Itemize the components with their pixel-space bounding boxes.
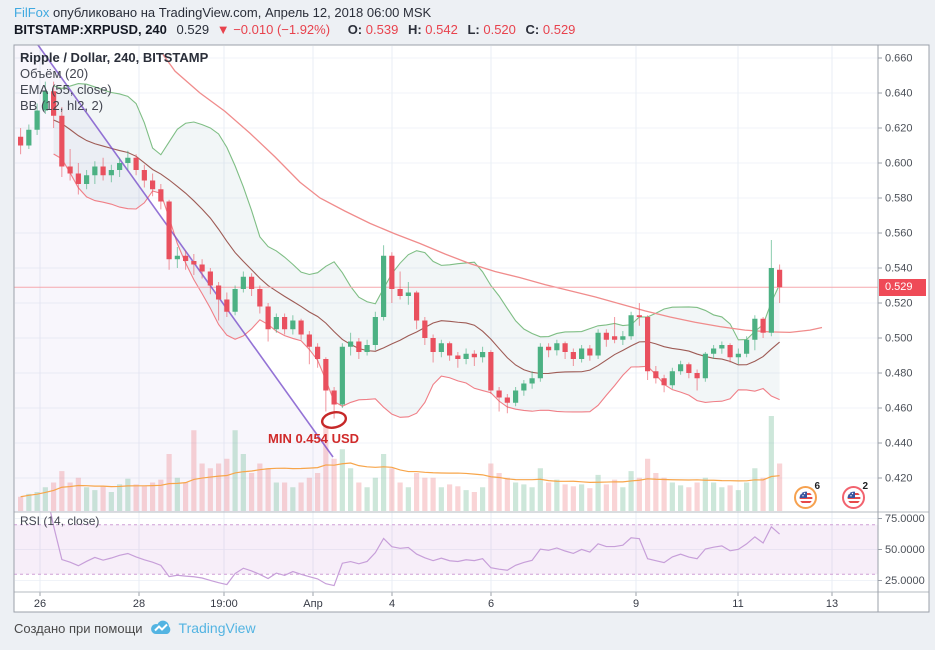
price-axis[interactable]: 0.660 0.640 0.620 0.600 0.580 0.560 0.540 0.520…: [878, 53, 925, 588]
price-tick-label: 0.600: [885, 158, 913, 170]
price-tick-label: 0.500: [885, 333, 913, 345]
chart-border: [13, 44, 930, 613]
time-tick-label: 6: [488, 598, 494, 610]
time-tick-label: 28: [133, 598, 145, 610]
source-link[interactable]: FilFox: [14, 5, 50, 20]
chart-legend: Ripple / Dollar, 240, BITSTAMP Объём (20…: [20, 50, 208, 114]
min-circle-drawing[interactable]: [320, 410, 348, 430]
highlight-region: [14, 45, 333, 512]
rsi-indicator-label: RSI (14, close): [20, 514, 100, 528]
rsi-band: [14, 524, 878, 575]
bb-basis-line: [53, 119, 780, 375]
legend-bb-indicator: BB (12, hl2, 2): [20, 98, 104, 113]
legend-volume-indicator: Объём (20): [20, 66, 89, 81]
ideas-badge[interactable]: 2: [842, 481, 868, 509]
low-value: 0.520: [483, 22, 516, 37]
price-tick-label: 0.560: [885, 228, 913, 240]
legend-ema-indicator: EMA (55, close): [20, 82, 112, 97]
main-pane: [14, 45, 878, 512]
rsi-line: [49, 512, 780, 587]
legend-symbol: Ripple / Dollar, 240, BITSTAMP: [20, 50, 209, 65]
symbol-title[interactable]: BITSTAMP:XRPUSD, 240: [14, 22, 167, 37]
direction-down-icon: ▼: [216, 22, 230, 37]
open-value: 0.539: [365, 22, 399, 37]
chart-background: [14, 45, 929, 612]
time-tick-label: 4: [389, 598, 395, 610]
badge-count: 6: [814, 481, 820, 492]
close-value: 0.529: [542, 22, 576, 37]
open-label: O:: [347, 22, 363, 37]
rsi-pane: [14, 512, 878, 587]
tradingview-logo-icon: [150, 620, 170, 634]
price-tick-label: 0.640: [885, 88, 913, 100]
time-tick-label: 11: [732, 598, 743, 610]
time-tick-label: 26: [34, 598, 46, 610]
rsi-tick-label: 50.0000: [885, 544, 925, 556]
price-tick-label: 0.540: [885, 263, 913, 275]
footer-text: Создано при помощи: [14, 620, 143, 636]
candles-layer: [18, 81, 783, 419]
last-price: 0.529: [176, 22, 210, 37]
volume-ma-line: [20, 462, 780, 498]
price-change: −0.010 (−1.92%): [233, 22, 331, 37]
rsi-tick-label: 25.0000: [885, 575, 925, 587]
price-tick-label: 0.660: [885, 53, 913, 65]
high-value: 0.542: [425, 22, 458, 37]
price-tick-label: 0.420: [885, 473, 913, 485]
high-label: H:: [407, 22, 422, 37]
publish-text: опубликовано на TradingView.com, Апрель …: [53, 5, 432, 20]
symbol-info-line: BITSTAMP:XRPUSD, 240 0.529 ▼ −0.010 (−1.…: [14, 22, 575, 37]
low-label: L:: [467, 22, 480, 37]
ideas-badge[interactable]: 6: [794, 481, 820, 509]
us-flag-icon: [799, 491, 812, 504]
price-tick-label: 0.520: [885, 298, 913, 310]
close-label: C:: [525, 22, 540, 37]
min-price-annotation[interactable]: MIN 0.454 USD: [268, 431, 360, 446]
price-tick-label: 0.620: [885, 123, 913, 135]
publish-info-line: FilFox опубликовано на TradingView.com, …: [14, 5, 431, 20]
time-tick-label: Апр: [303, 598, 322, 610]
time-axis[interactable]: 26 28 19:00 Апр 4 6 9 11 13: [34, 592, 838, 610]
ema55-line: [162, 54, 823, 334]
bb-upper-line: [53, 83, 781, 341]
price-tick-label: 0.580: [885, 193, 913, 205]
volume-bars: [18, 416, 783, 511]
us-flag-icon: [847, 491, 860, 504]
last-price-axis-label: 0.529: [879, 279, 926, 296]
rsi-tick-label: 75.0000: [885, 513, 925, 525]
time-tick-label: 19:00: [210, 598, 238, 610]
time-tick-label: 9: [633, 598, 639, 610]
price-tick-label: 0.480: [885, 368, 913, 380]
badge-count: 2: [862, 481, 868, 492]
footer: Создано при помощи TradingView: [14, 620, 256, 636]
price-tick-label: 0.460: [885, 403, 913, 415]
tradingview-brand-link[interactable]: TradingView: [178, 620, 256, 636]
time-tick-label: 13: [826, 598, 838, 610]
price-tick-label: 0.440: [885, 438, 913, 450]
